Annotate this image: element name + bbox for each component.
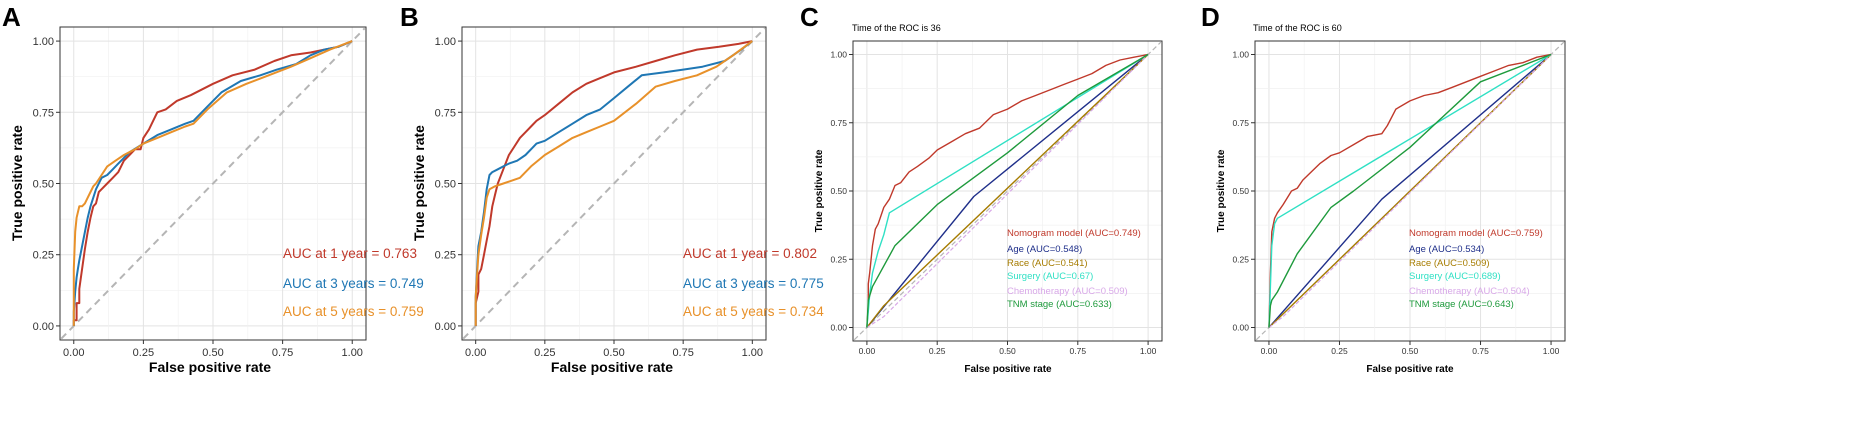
y-tick-label: 0.50 <box>1232 186 1249 196</box>
auc-annotation: AUC at 5 years = 0.734 <box>683 304 824 319</box>
y-tick-label: 0.75 <box>830 118 847 128</box>
roc-curve-nomogram <box>866 53 1149 328</box>
y-axis-title: True positive rate <box>814 149 825 232</box>
auc-annotation: AUC at 3 years = 0.749 <box>283 276 424 291</box>
legend-entry: Surgery (AUC=0.67) <box>1007 271 1093 282</box>
chart-title: Time of the ROC is 60 <box>1253 23 1342 33</box>
roc-curve-chemotherapy <box>1268 54 1552 328</box>
roc-curve-tnm <box>866 53 1149 328</box>
y-axis-title: True positive rate <box>411 125 427 241</box>
auc-annotation: AUC at 3 years = 0.775 <box>683 276 824 291</box>
x-axis-title: False positive rate <box>964 364 1052 375</box>
y-tick-label: 0.25 <box>435 250 456 262</box>
x-tick-label: 1.00 <box>742 347 763 359</box>
legend-entry: Surgery (AUC=0.689) <box>1409 271 1501 282</box>
x-tick-label: 1.00 <box>1140 346 1157 356</box>
panel-D: D 0.00 0.00 0.25 0.25 0.50 0.50 0.75 0.75 1.00 1.0… <box>1201 2 1566 375</box>
roc-curve-auc <box>72 40 353 326</box>
x-axis-title: False positive rate <box>551 359 673 375</box>
x-tick-label: 0.75 <box>1472 346 1489 356</box>
legend-entry: Race (AUC=0.541) <box>1007 258 1088 269</box>
x-tick-label: 0.00 <box>859 346 876 356</box>
roc-curve-auc <box>72 40 353 326</box>
x-tick-label: 0.50 <box>999 346 1016 356</box>
legend-entry: Race (AUC=0.509) <box>1409 258 1490 269</box>
legend-entry: Chemotherapy (AUC=0.504) <box>1409 286 1530 297</box>
legend-entry: Age (AUC=0.534) <box>1409 244 1484 255</box>
x-axis-title: False positive rate <box>1366 364 1454 375</box>
roc-curve-surgery <box>1268 53 1552 328</box>
x-tick-label: 0.75 <box>272 347 293 359</box>
y-axis-title: True positive rate <box>1216 149 1227 232</box>
y-tick-label: 0.00 <box>830 323 847 333</box>
x-tick-label: 0.00 <box>465 347 486 359</box>
y-tick-label: 0.25 <box>33 250 54 262</box>
reference-diagonal <box>462 27 766 340</box>
x-tick-label: 0.00 <box>1261 346 1278 356</box>
reference-diagonal <box>60 27 366 340</box>
legend-entry: TNM stage (AUC=0.633) <box>1007 299 1112 310</box>
x-tick-label: 0.50 <box>603 347 624 359</box>
x-tick-label: 0.25 <box>133 347 154 359</box>
roc-curve-age <box>866 53 1149 328</box>
x-tick-label: 0.25 <box>1331 346 1348 356</box>
panel-letter: B <box>400 2 419 32</box>
legend-entry: Nomogram model (AUC=0.749) <box>1007 228 1141 239</box>
y-tick-label: 1.00 <box>1232 50 1249 60</box>
y-tick-label: 0.75 <box>435 107 456 119</box>
y-tick-label: 0.50 <box>830 186 847 196</box>
roc-curve-tnm <box>1268 53 1552 328</box>
x-tick-label: 1.00 <box>342 347 363 359</box>
auc-annotation: AUC at 5 years = 0.759 <box>283 304 424 319</box>
chart-title: Time of the ROC is 36 <box>852 23 941 33</box>
y-tick-label: 1.00 <box>830 50 847 60</box>
y-tick-label: 0.75 <box>1232 118 1249 128</box>
y-tick-label: 0.00 <box>1232 323 1249 333</box>
roc-curve-chemotherapy <box>866 54 1149 329</box>
x-tick-label: 0.25 <box>534 347 555 359</box>
x-tick-label: 1.00 <box>1543 346 1560 356</box>
y-tick-label: 0.00 <box>435 321 456 333</box>
y-tick-label: 1.00 <box>435 36 456 48</box>
y-tick-label: 0.75 <box>33 107 54 119</box>
y-tick-label: 0.25 <box>1232 254 1249 264</box>
roc-curve-auc <box>474 40 753 326</box>
x-tick-label: 0.50 <box>1402 346 1419 356</box>
auc-annotation: AUC at 1 year = 0.802 <box>683 246 817 261</box>
y-tick-label: 0.25 <box>830 254 847 264</box>
roc-curve-race <box>866 53 1149 328</box>
x-tick-label: 0.00 <box>63 347 84 359</box>
x-tick-label: 0.25 <box>929 346 946 356</box>
y-tick-label: 1.00 <box>33 36 54 48</box>
y-axis-title: True positive rate <box>9 125 25 241</box>
auc-annotation: AUC at 1 year = 0.763 <box>283 246 417 261</box>
x-axis-title: False positive rate <box>149 359 271 375</box>
roc-curve-auc <box>474 40 753 326</box>
y-tick-label: 0.00 <box>33 321 54 333</box>
legend-entry: TNM stage (AUC=0.643) <box>1409 299 1514 310</box>
panel-letter: D <box>1201 2 1220 32</box>
panel-letter: A <box>2 2 21 32</box>
legend-entry: Nomogram model (AUC=0.759) <box>1409 228 1543 239</box>
roc-curve-age <box>1268 53 1552 328</box>
panel-B: B 0.00 0.00 0.25 0.25 0.50 0.50 0.75 0.75 1.00 1.0… <box>400 2 824 375</box>
x-tick-label: 0.75 <box>672 347 693 359</box>
panel-A: A 0.00 0.00 0.25 0.25 0.50 0.50 0.75 0.75 1.00 1.0… <box>2 2 424 375</box>
x-tick-label: 0.75 <box>1070 346 1087 356</box>
legend-entry: Age (AUC=0.548) <box>1007 244 1082 255</box>
roc-curve-auc <box>72 40 353 326</box>
y-tick-label: 0.50 <box>33 179 54 191</box>
panel-C: C 0.00 0.00 0.25 0.25 0.50 0.50 0.75 0.75 1.00 1.0… <box>800 2 1163 375</box>
roc-curve-race <box>1268 53 1552 329</box>
x-tick-label: 0.50 <box>202 347 223 359</box>
legend-entry: Chemotherapy (AUC=0.509) <box>1007 286 1128 297</box>
panel-letter: C <box>800 2 819 32</box>
roc-curve-nomogram <box>1268 53 1552 328</box>
y-tick-label: 0.50 <box>435 179 456 191</box>
